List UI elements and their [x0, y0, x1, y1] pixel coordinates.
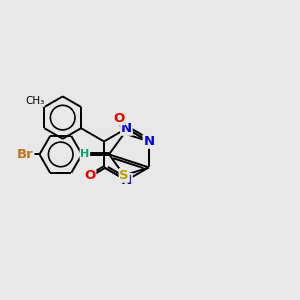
Text: N: N [121, 122, 132, 135]
Text: N: N [143, 135, 155, 148]
Text: O: O [84, 169, 96, 182]
Text: H: H [80, 149, 89, 159]
Text: N: N [121, 174, 132, 187]
Text: CH₃: CH₃ [25, 96, 44, 106]
Text: Br: Br [17, 148, 34, 161]
Text: S: S [119, 169, 129, 182]
Text: O: O [114, 112, 125, 124]
